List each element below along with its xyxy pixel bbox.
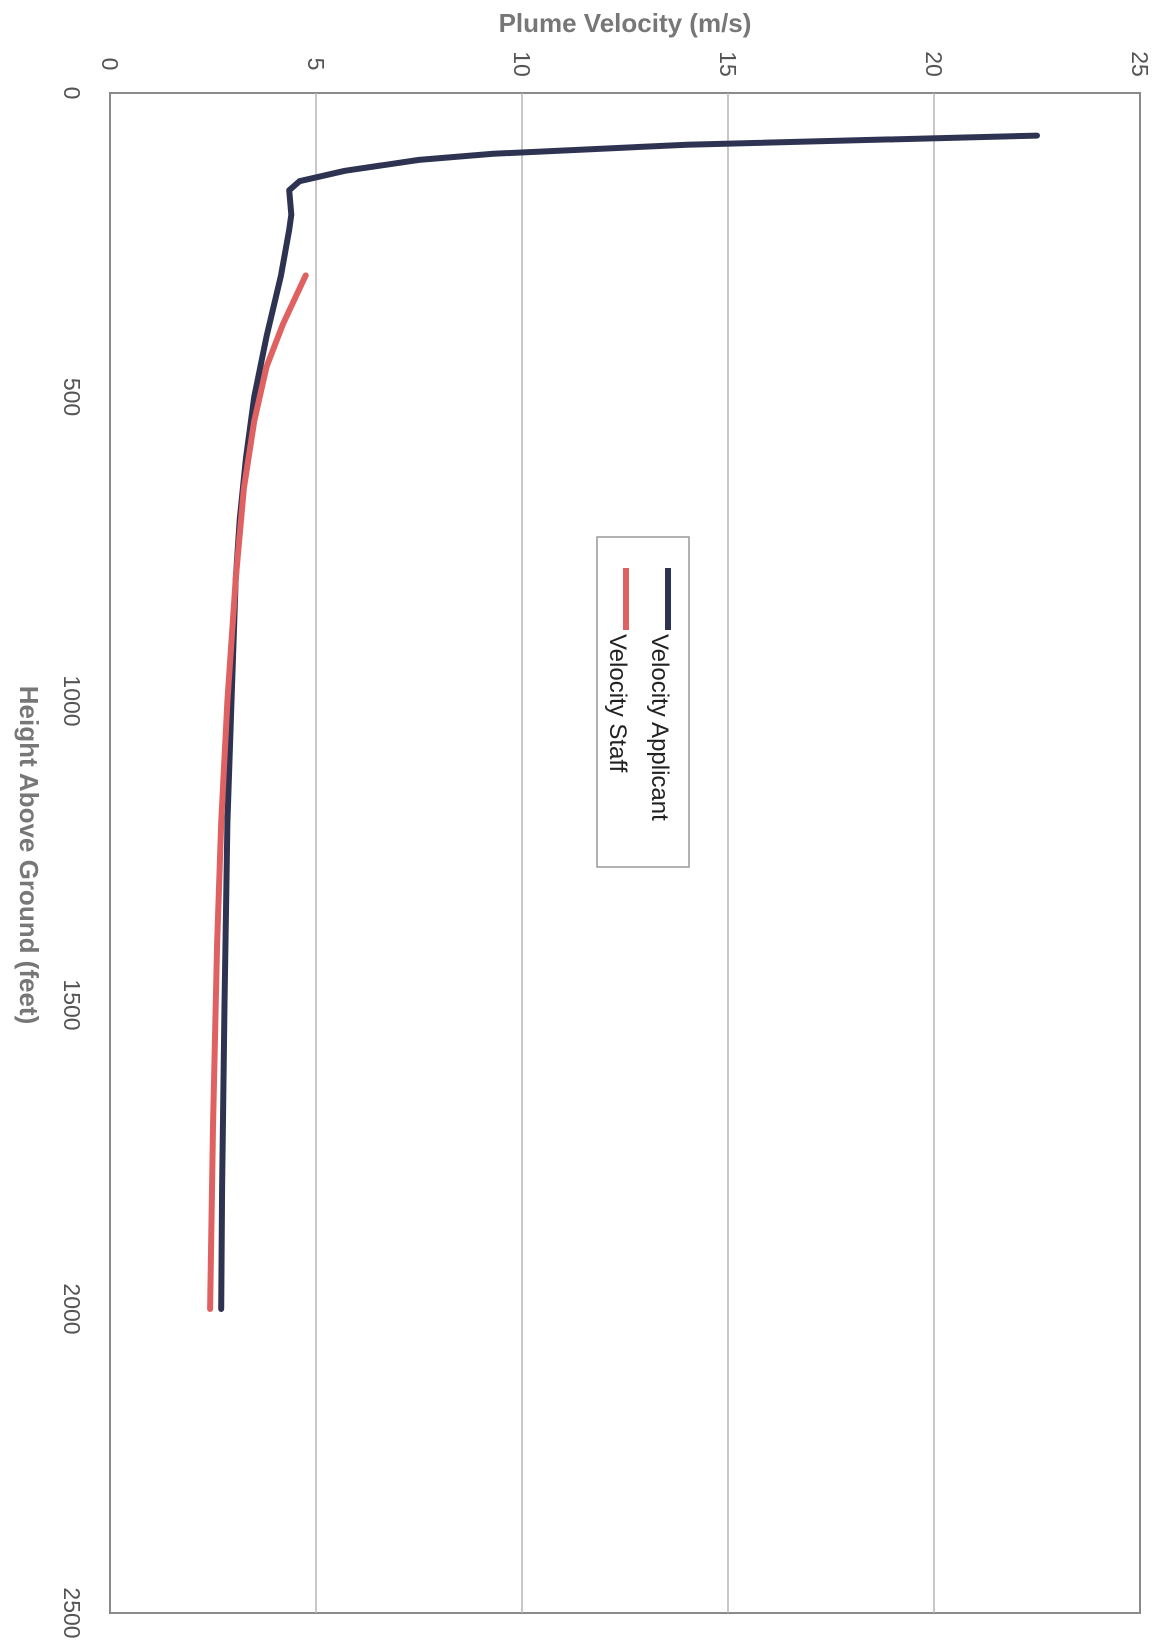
x-tick-label: 5 bbox=[303, 58, 329, 71]
legend: Velocity Applicant Velocity Staff bbox=[596, 536, 690, 868]
y-tick-label: 500 bbox=[59, 378, 85, 416]
x-axis-title: Plume Velocity (m/s) bbox=[499, 8, 752, 38]
legend-label-staff: Velocity Staff bbox=[604, 634, 631, 773]
y-tick-label: 1500 bbox=[59, 979, 85, 1030]
series-line-applicant bbox=[218, 132, 1040, 1312]
series-lines bbox=[207, 132, 1040, 1312]
grid-lines bbox=[315, 93, 935, 1613]
x-tick-label: 20 bbox=[921, 51, 947, 77]
x-tick-label: 25 bbox=[1127, 51, 1153, 77]
x-tick-label: 10 bbox=[509, 51, 535, 77]
y-tick-label: 2500 bbox=[59, 1587, 85, 1638]
legend-label-applicant: Velocity Applicant bbox=[646, 634, 673, 821]
series-line-staff bbox=[207, 272, 309, 1312]
y-tick-label: 1000 bbox=[59, 675, 85, 726]
x-tick-label: 15 bbox=[715, 51, 741, 77]
legend-box bbox=[596, 536, 690, 868]
tick-labels: 0 5 10 15 20 25 0 500 1000 1500 2000 2500 bbox=[59, 51, 1153, 1638]
y-axis-title: Height Above Ground (feet) bbox=[14, 686, 44, 1024]
x-tick-label: 0 bbox=[97, 58, 123, 71]
y-tick-label: 0 bbox=[59, 87, 85, 100]
y-tick-label: 2000 bbox=[59, 1283, 85, 1334]
